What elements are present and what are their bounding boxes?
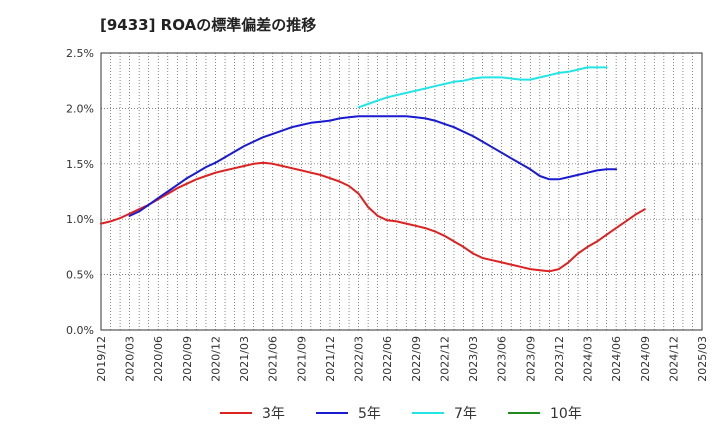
legend-label-2: 7年 — [454, 406, 477, 422]
x-tick-label: 2023/09 — [524, 336, 537, 382]
x-tick-label: 2019/12 — [95, 336, 108, 382]
plot-frame — [100, 52, 703, 331]
series-line-0 — [100, 161, 646, 273]
legend-label-0: 3年 — [262, 406, 285, 422]
x-tick-label: 2022/09 — [410, 336, 423, 382]
x-tick-label: 2022/12 — [438, 336, 451, 382]
y-tick-label: 2.0% — [66, 102, 94, 115]
x-tick-label: 2020/03 — [124, 336, 137, 382]
x-tick-label: 2024/06 — [610, 336, 623, 382]
x-tick-label: 2022/06 — [381, 336, 394, 382]
x-tick-label: 2020/06 — [152, 336, 165, 382]
x-tick-label: 2020/09 — [181, 336, 194, 382]
x-tick-label: 2021/06 — [267, 336, 280, 382]
y-tick-label: 1.5% — [66, 158, 94, 171]
x-tick-label: 2020/12 — [209, 336, 222, 382]
plot-area — [101, 53, 702, 330]
x-tick-label: 2023/06 — [496, 336, 509, 382]
y-tick-label: 1.0% — [66, 213, 94, 226]
legend-label-1: 5年 — [358, 406, 381, 422]
y-tick-label: 0.0% — [66, 324, 94, 337]
y-tick-label: 0.5% — [66, 269, 94, 282]
x-tick-label: 2021/09 — [295, 336, 308, 382]
x-tick-label: 2023/12 — [553, 336, 566, 382]
x-tick-label: 2023/03 — [467, 336, 480, 382]
x-tick-label: 2024/12 — [667, 336, 680, 382]
legend-label-3: 10年 — [550, 406, 582, 422]
x-tick-label: 2022/03 — [353, 336, 366, 382]
x-tick-label: 2024/09 — [639, 336, 652, 382]
x-tick-label: 2021/12 — [324, 336, 337, 382]
chart-title: [9433] ROAの標準偏差の推移 — [100, 16, 317, 34]
y-tick-label: 2.5% — [66, 47, 94, 60]
x-tick-label: 2025/03 — [696, 336, 709, 382]
x-tick-label: 2021/03 — [238, 336, 251, 382]
x-tick-label: 2024/03 — [582, 336, 595, 382]
series-line-1 — [128, 115, 618, 217]
series-line-2 — [357, 66, 608, 109]
